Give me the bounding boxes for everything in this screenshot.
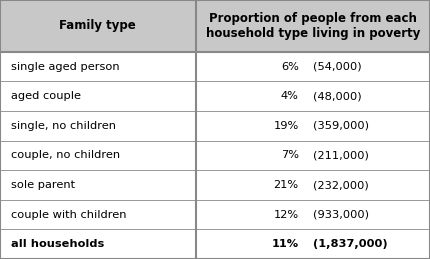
Text: (211,000): (211,000) (313, 150, 369, 160)
Text: (48,000): (48,000) (313, 91, 362, 101)
Text: 6%: 6% (281, 62, 299, 71)
Text: 7%: 7% (281, 150, 299, 160)
Text: (1,837,000): (1,837,000) (313, 239, 387, 249)
Text: (54,000): (54,000) (313, 62, 362, 71)
Text: Family type: Family type (59, 19, 136, 32)
Text: 4%: 4% (281, 91, 299, 101)
Text: 11%: 11% (272, 239, 299, 249)
Text: all households: all households (11, 239, 104, 249)
Text: aged couple: aged couple (11, 91, 81, 101)
Text: (933,000): (933,000) (313, 210, 369, 220)
Text: Proportion of people from each
household type living in poverty: Proportion of people from each household… (206, 12, 420, 40)
Text: (232,000): (232,000) (313, 180, 369, 190)
Text: 21%: 21% (273, 180, 299, 190)
Text: single, no children: single, no children (11, 121, 116, 131)
Text: (359,000): (359,000) (313, 121, 369, 131)
Text: 12%: 12% (273, 210, 299, 220)
Text: single aged person: single aged person (11, 62, 120, 71)
Text: couple with children: couple with children (11, 210, 126, 220)
Text: 19%: 19% (273, 121, 299, 131)
Bar (0, 0, 430, 52)
Text: sole parent: sole parent (11, 180, 75, 190)
Text: couple, no children: couple, no children (11, 150, 120, 160)
